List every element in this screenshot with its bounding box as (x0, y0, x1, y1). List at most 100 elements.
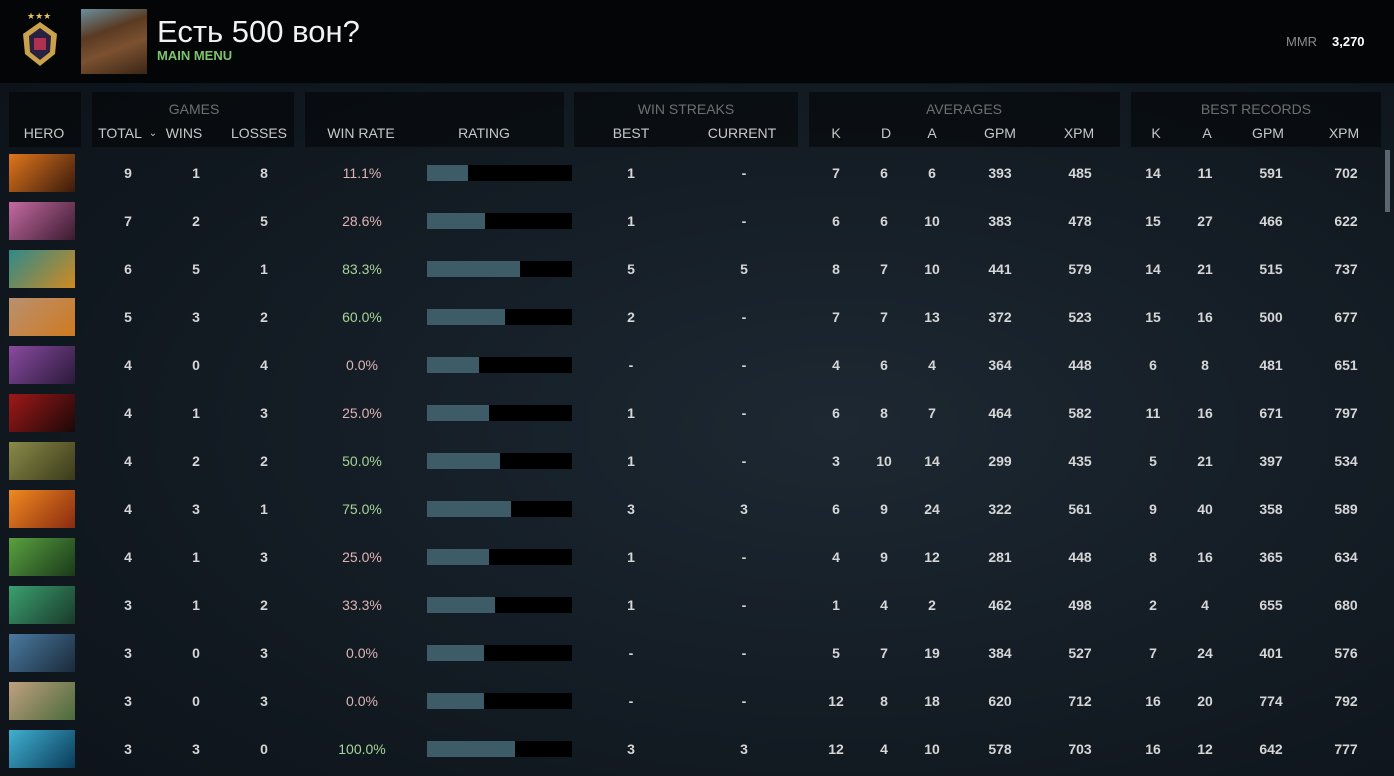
col-best-xpm[interactable]: XPM (1328, 125, 1360, 141)
col-wins[interactable]: WINS (165, 125, 203, 141)
rating-bar-fill (427, 357, 480, 373)
cell-ba: 27 (1197, 213, 1213, 229)
rating-bar-fill (427, 693, 484, 709)
rating-bar-fill (427, 405, 490, 421)
cell-win-rate: 0.0% (346, 693, 378, 709)
cell-ba: 16 (1197, 309, 1213, 325)
player-avatar[interactable] (81, 9, 147, 74)
cell-losses: 8 (260, 165, 268, 181)
rating-bar (427, 597, 572, 613)
hero-portrait[interactable] (9, 586, 75, 624)
hero-portrait[interactable] (9, 394, 75, 432)
cell-win-rate: 28.6% (342, 213, 382, 229)
cell-win-rate: 25.0% (342, 405, 382, 421)
cell-xpm: 527 (1068, 645, 1092, 661)
cell-wins: 5 (192, 261, 200, 277)
cell-k: 6 (832, 405, 840, 421)
cell-gpm: 620 (988, 693, 1012, 709)
cell-d: 7 (880, 645, 888, 661)
cell-xpm: 712 (1068, 693, 1092, 709)
cell-gpm: 464 (988, 405, 1012, 421)
hero-portrait[interactable] (9, 250, 75, 288)
cell-total: 3 (124, 741, 132, 757)
col-hero[interactable]: HERO (23, 125, 65, 141)
col-win-rate[interactable]: WIN RATE (327, 125, 395, 141)
cell-bk: 15 (1145, 213, 1161, 229)
cell-ba: 8 (1201, 357, 1209, 373)
cell-gpm: 383 (988, 213, 1012, 229)
cell-bgpm: 500 (1259, 309, 1283, 325)
col-best-gpm[interactable]: GPM (1252, 125, 1284, 141)
cell-losses: 3 (260, 405, 268, 421)
cell-current: 5 (740, 261, 748, 277)
hero-portrait[interactable] (9, 346, 75, 384)
cell-bxpm: 797 (1334, 405, 1358, 421)
cell-k: 7 (832, 309, 840, 325)
cell-losses: 2 (260, 309, 268, 325)
cell-best: - (628, 693, 634, 709)
cell-bgpm: 515 (1259, 261, 1283, 277)
cell-bxpm: 651 (1334, 357, 1358, 373)
hero-portrait[interactable] (9, 442, 75, 480)
cell-xpm: 485 (1068, 165, 1092, 181)
rating-bar-fill (427, 645, 484, 661)
col-best-k[interactable]: K (1151, 125, 1161, 141)
col-avg-k[interactable]: K (831, 125, 841, 141)
cell-wins: 1 (192, 597, 200, 613)
rate-header-group (305, 92, 564, 147)
rating-bar-fill (427, 597, 496, 613)
cell-wins: 2 (192, 453, 200, 469)
cell-wins: 1 (192, 165, 200, 181)
cell-xpm: 435 (1068, 453, 1092, 469)
col-losses[interactable]: LOSSES (230, 125, 288, 141)
rating-bar (427, 645, 572, 661)
cell-xpm: 703 (1068, 741, 1092, 757)
col-avg-xpm[interactable]: XPM (1063, 125, 1095, 141)
hero-portrait[interactable] (9, 634, 75, 672)
cell-bgpm: 774 (1259, 693, 1283, 709)
col-best-a[interactable]: A (1202, 125, 1212, 141)
cell-a: 6 (928, 165, 936, 181)
cell-total: 4 (124, 501, 132, 517)
col-avg-d[interactable]: D (880, 125, 892, 141)
col-avg-a[interactable]: A (927, 125, 937, 141)
hero-portrait[interactable] (9, 682, 75, 720)
cell-a: 10 (924, 261, 940, 277)
cell-k: 1 (832, 597, 840, 613)
col-avg-gpm[interactable]: GPM (984, 125, 1016, 141)
col-total[interactable]: TOTAL (98, 125, 142, 141)
scrollbar[interactable] (1385, 150, 1390, 212)
cell-xpm: 478 (1068, 213, 1092, 229)
hero-portrait[interactable] (9, 202, 75, 240)
cell-k: 12 (828, 741, 844, 757)
cell-best: 1 (627, 453, 635, 469)
rating-bar-fill (427, 453, 500, 469)
hero-portrait[interactable] (9, 298, 75, 336)
cell-current: - (741, 213, 747, 229)
rank-medal-icon: ★★★ (23, 11, 57, 66)
cell-best: 1 (627, 549, 635, 565)
col-best-streak[interactable]: BEST (612, 125, 650, 141)
rating-bar-fill (427, 261, 520, 277)
cell-a: 2 (928, 597, 936, 613)
main-menu-link[interactable]: MAIN MENU (157, 48, 233, 63)
cell-ba: 16 (1197, 405, 1213, 421)
cell-bk: 8 (1149, 549, 1157, 565)
cell-total: 9 (124, 165, 132, 181)
col-rating[interactable]: RATING (458, 125, 510, 141)
cell-d: 6 (880, 165, 888, 181)
cell-losses: 1 (260, 261, 268, 277)
cell-best: - (628, 645, 634, 661)
cell-losses: 3 (260, 645, 268, 661)
cell-wins: 1 (192, 549, 200, 565)
cell-best: 1 (627, 165, 635, 181)
cell-bxpm: 677 (1334, 309, 1358, 325)
hero-portrait[interactable] (9, 154, 75, 192)
cell-ba: 16 (1197, 549, 1213, 565)
cell-total: 3 (124, 693, 132, 709)
col-current-streak[interactable]: CURRENT (707, 125, 777, 141)
hero-portrait[interactable] (9, 490, 75, 528)
hero-portrait[interactable] (9, 538, 75, 576)
hero-portrait[interactable] (9, 730, 75, 768)
cell-bxpm: 534 (1334, 453, 1358, 469)
